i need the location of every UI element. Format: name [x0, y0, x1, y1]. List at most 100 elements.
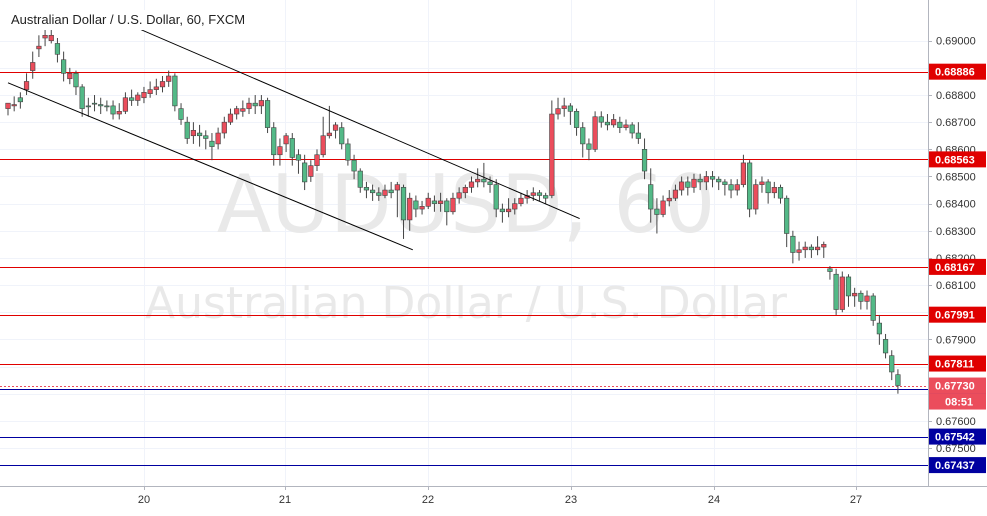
candle-body	[129, 97, 135, 101]
candle-body	[555, 108, 561, 115]
candle	[839, 271, 845, 313]
candle	[493, 179, 499, 218]
channel-lines	[7, 15, 580, 251]
resistance-badge-background	[929, 63, 986, 80]
candle	[240, 100, 246, 117]
candle-body	[808, 246, 814, 251]
candle	[135, 92, 141, 106]
candle-body	[499, 208, 506, 213]
candle-body	[889, 355, 895, 373]
candle-body	[728, 184, 734, 191]
candle	[246, 97, 252, 115]
candle	[190, 122, 197, 144]
candle-body	[635, 132, 641, 139]
candle-body	[895, 374, 901, 386]
candle-body	[11, 104, 17, 107]
candle-body	[388, 189, 394, 194]
candle-body	[870, 295, 876, 321]
candle	[394, 181, 400, 218]
candle-body	[716, 178, 722, 183]
candle	[48, 29, 54, 44]
candle-body	[17, 97, 23, 103]
candle	[277, 138, 283, 166]
candle	[437, 192, 444, 212]
candle-body	[512, 203, 518, 210]
candle	[777, 184, 784, 204]
candle	[61, 51, 67, 82]
current-price-badge: 0.67730	[929, 377, 986, 394]
countdown-badge-background	[929, 393, 986, 410]
candle	[734, 179, 740, 196]
candle	[827, 266, 833, 280]
support-badge: 0.67542	[929, 428, 986, 445]
candle	[122, 92, 129, 115]
time-axis: 20 21 22 23 24 27	[138, 486, 862, 506]
candle-body	[258, 100, 264, 107]
candle-body	[530, 192, 536, 196]
candle	[17, 92, 23, 109]
candle-body	[666, 197, 672, 202]
resistance-badge: 0.67811	[929, 355, 986, 372]
candle	[370, 184, 376, 201]
resistance-badge-label: 0.67991	[935, 310, 975, 322]
price-tick-label: 0.68300	[936, 226, 976, 238]
candle	[697, 173, 703, 191]
candle-body	[641, 149, 648, 172]
candle	[116, 103, 122, 120]
candle	[141, 86, 147, 104]
support-badge: 0.67437	[929, 457, 986, 474]
resistance-badge: 0.68886	[929, 63, 986, 80]
candle-body	[598, 116, 604, 123]
current-price-badge-background	[929, 377, 986, 394]
candle-body	[147, 89, 153, 94]
candle	[302, 154, 308, 191]
candle-body	[518, 197, 524, 204]
candle	[561, 97, 567, 117]
candle-body	[740, 162, 747, 185]
candle	[129, 89, 135, 106]
candle-body	[468, 181, 475, 188]
candle	[808, 244, 814, 258]
resistance-badge-label: 0.68886	[935, 67, 975, 79]
candle-body	[876, 322, 882, 335]
time-tick-label: 23	[565, 494, 577, 506]
candle	[876, 314, 882, 345]
candle-body	[543, 195, 549, 199]
resistance-badge-label: 0.67811	[935, 359, 974, 371]
candle-body	[363, 187, 370, 191]
candle	[592, 111, 598, 153]
candle-body	[357, 170, 363, 188]
candle	[728, 179, 734, 199]
candle	[42, 27, 48, 47]
resistance-badge-background	[929, 306, 986, 323]
candle	[332, 122, 339, 139]
resistance-badge-background	[929, 258, 986, 275]
candle	[271, 122, 277, 166]
candle-body	[827, 268, 833, 272]
candle	[604, 114, 611, 131]
candle	[679, 176, 685, 196]
time-tick-label: 24	[708, 494, 720, 506]
candle	[85, 97, 91, 117]
candle-body	[54, 43, 61, 55]
candle	[796, 241, 802, 261]
candle	[753, 179, 759, 215]
candle-body	[611, 119, 617, 126]
candle-body	[110, 105, 116, 115]
candle-body	[345, 143, 351, 161]
countdown-badge-label: 08:51	[945, 397, 973, 409]
resistance-badge-label: 0.68167	[935, 262, 975, 274]
support-badge-label: 0.67437	[935, 460, 975, 472]
candle	[178, 103, 184, 125]
candle-body	[771, 187, 777, 194]
countdown-badge: 08:51	[929, 393, 986, 410]
candle-body	[746, 162, 753, 210]
candle	[487, 176, 493, 193]
grid	[0, 0, 928, 486]
resistance-badge-background	[929, 355, 986, 372]
candle	[431, 195, 438, 212]
candle-body	[339, 127, 345, 145]
candle-body	[493, 184, 499, 210]
candle-body	[852, 292, 858, 297]
candle-body	[23, 81, 30, 90]
